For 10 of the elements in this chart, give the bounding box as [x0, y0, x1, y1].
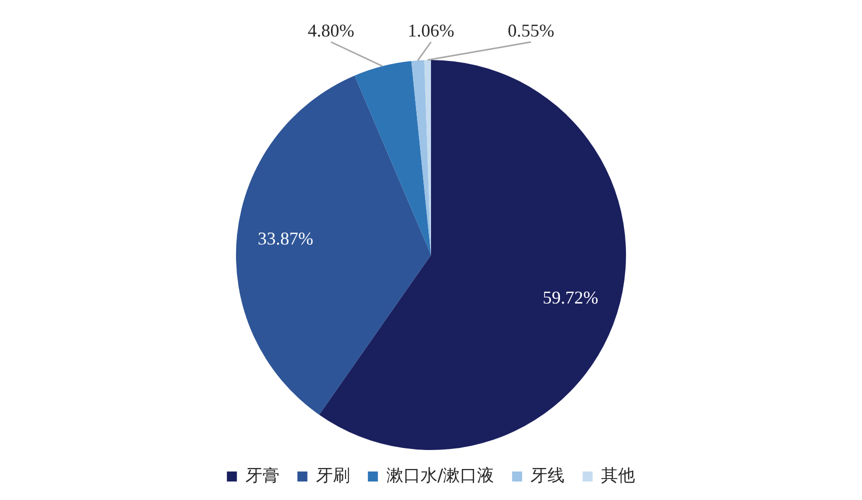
data-label: 1.06%	[408, 20, 454, 41]
data-label: 33.87%	[258, 228, 314, 249]
data-label: 0.55%	[508, 20, 554, 41]
legend-label: 牙膏	[245, 466, 280, 486]
legend-label: 牙刷	[316, 466, 350, 486]
data-label: 4.80%	[308, 20, 354, 41]
data-label: 59.72%	[542, 288, 598, 308]
legend-label: 其他	[601, 466, 636, 486]
legend-label: 漱口水/漱口液	[386, 466, 494, 486]
legend-label: 牙线	[530, 466, 565, 486]
